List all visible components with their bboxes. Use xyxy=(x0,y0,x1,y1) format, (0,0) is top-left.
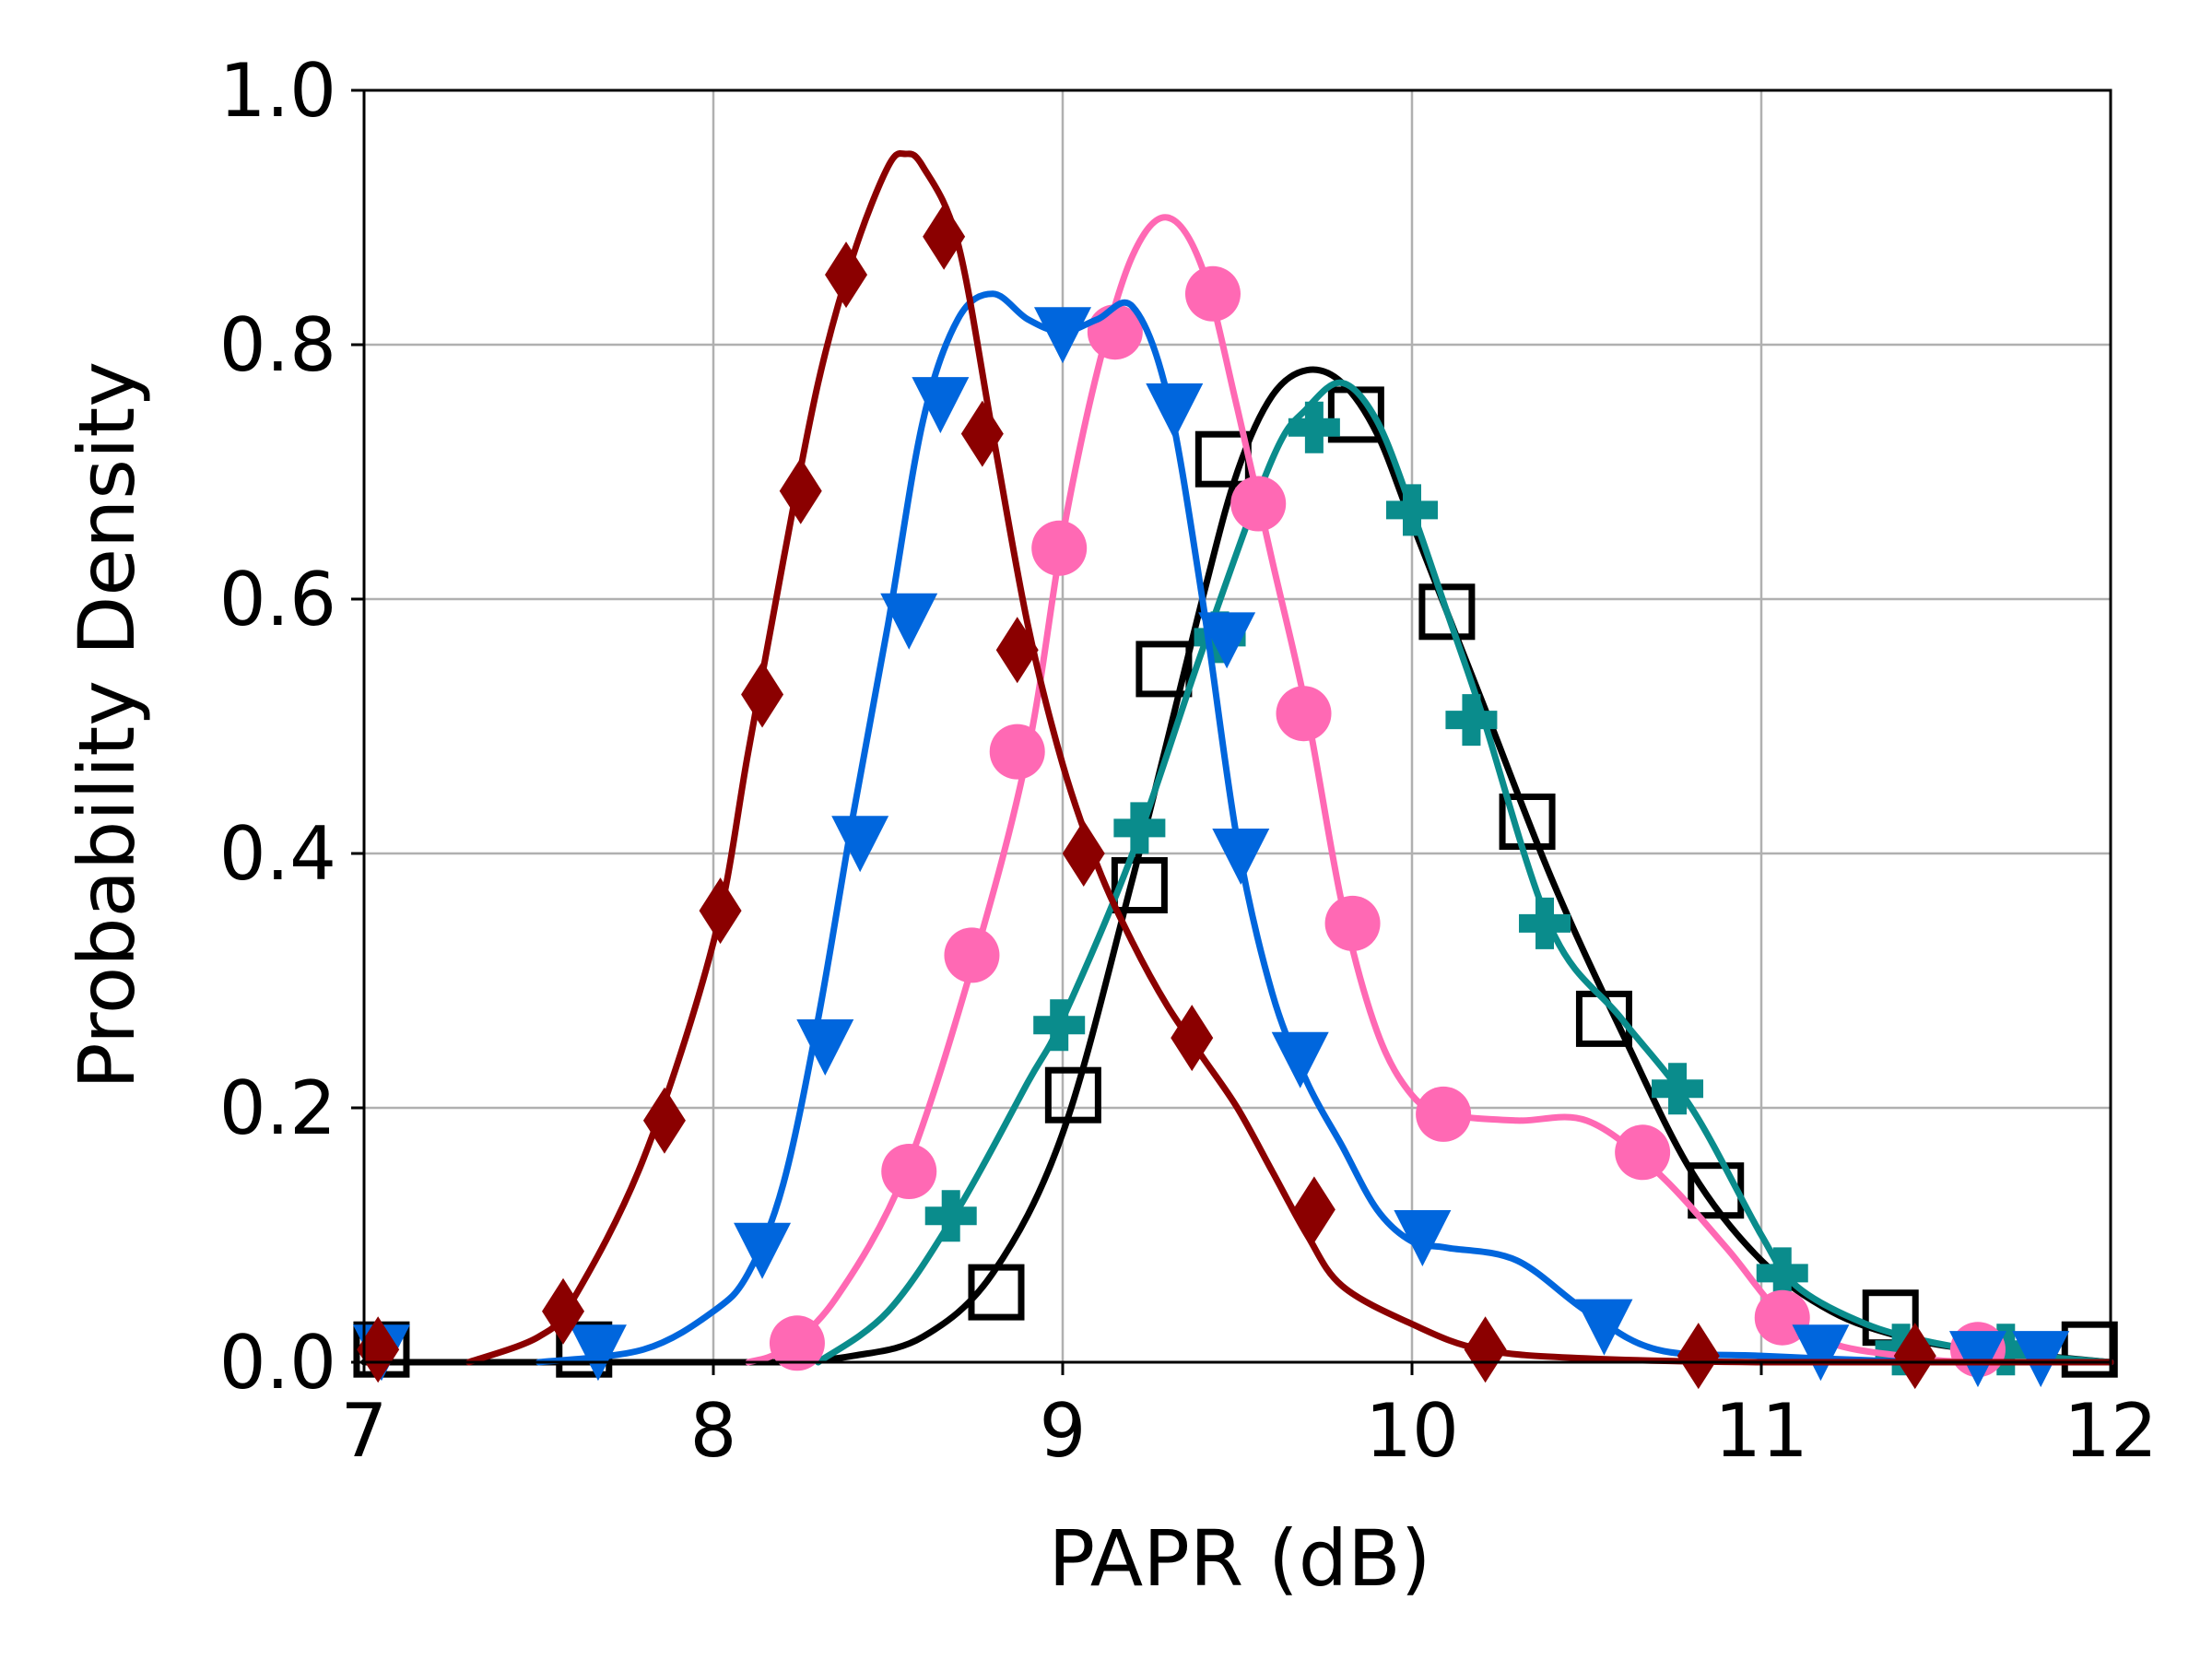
series-2-marker-4 xyxy=(1031,520,1088,576)
series-4-marker-3 xyxy=(699,877,742,945)
series-2-marker-7 xyxy=(1230,476,1287,532)
series-2-marker-9 xyxy=(1324,895,1381,951)
series-4-marker-6 xyxy=(825,241,868,309)
series-1-marker-4 xyxy=(1288,401,1340,453)
series-3-marker-2 xyxy=(734,1222,792,1279)
series-3-marker-1 xyxy=(569,1324,627,1382)
x-tick-label-3: 10 xyxy=(1365,1388,1459,1474)
series-2-line xyxy=(745,214,2114,1366)
series-0-marker-4 xyxy=(1111,857,1168,913)
x-tick-label-0: 7 xyxy=(341,1388,388,1474)
series-1-marker-11 xyxy=(1980,1324,2032,1376)
series-4-marker-8 xyxy=(960,400,1004,467)
series-1-marker-9 xyxy=(1756,1247,1808,1300)
series-2-marker-6 xyxy=(1184,265,1241,322)
series-0-marker-13 xyxy=(2061,1321,2118,1378)
series-4-marker-1 xyxy=(542,1277,585,1345)
x-tick-label-4: 11 xyxy=(1714,1388,1808,1474)
x-axis-title: PAPR (dB) xyxy=(1049,1513,1431,1604)
series-3 xyxy=(352,290,2114,1388)
series-1-marker-5 xyxy=(1386,484,1438,536)
series-4-marker-5 xyxy=(779,457,822,524)
x-tick-label-1: 8 xyxy=(690,1388,737,1474)
series-2 xyxy=(745,214,2114,1378)
series-4-marker-14 xyxy=(1677,1323,1720,1390)
plot-frame xyxy=(362,88,2112,1364)
series-2-marker-11 xyxy=(1615,1124,1671,1181)
series-3-line xyxy=(535,290,2114,1366)
tick-layer: 7 8 9 10 11 12 0.0 0.2 0.4 0.6 0.8 1.0 xyxy=(219,48,2158,1474)
series-2-marker-1 xyxy=(881,1144,937,1199)
axes-frame xyxy=(362,88,2112,1364)
series-3-marker-7 xyxy=(1034,307,1091,364)
series-4-marker-0 xyxy=(357,1316,400,1383)
series-3-marker-12 xyxy=(1394,1210,1452,1266)
x-tick-label-5: 12 xyxy=(2064,1388,2158,1474)
series-4-marker-12 xyxy=(1292,1176,1335,1243)
series-3-marker-11 xyxy=(1271,1031,1329,1088)
series-3-marker-8 xyxy=(1146,383,1204,440)
series-4-marker-11 xyxy=(1171,1005,1214,1072)
series-4-marker-15 xyxy=(1893,1323,1936,1390)
series-2-marker-0 xyxy=(769,1315,825,1371)
series-2-marker-8 xyxy=(1276,686,1332,742)
series-layer xyxy=(352,150,2118,1390)
series-3-marker-4 xyxy=(831,816,889,873)
y-tick-label-0: 0.0 xyxy=(219,1320,336,1406)
series-4-line xyxy=(465,150,2114,1366)
series-3-marker-13 xyxy=(1575,1299,1633,1356)
series-4-marker-10 xyxy=(1062,820,1105,887)
series-2-marker-3 xyxy=(989,724,1045,780)
y-axis-title: Probability Density xyxy=(62,361,152,1089)
series-3-marker-9 xyxy=(1198,612,1256,669)
y-tick-label-3: 0.6 xyxy=(219,557,336,642)
series-1-marker-6 xyxy=(1445,694,1498,747)
series-1-marker-1 xyxy=(1033,999,1086,1052)
series-3-marker-3 xyxy=(796,1019,854,1076)
series-4 xyxy=(357,150,2114,1390)
series-0-marker-9 xyxy=(1499,794,1556,850)
series-1-marker-2 xyxy=(1113,802,1166,854)
y-tick-label-4: 0.8 xyxy=(219,302,336,388)
series-0-line xyxy=(360,366,2114,1366)
y-tick-label-2: 0.4 xyxy=(219,811,336,897)
series-3-marker-5 xyxy=(880,593,938,650)
series-4-marker-2 xyxy=(642,1087,686,1154)
series-1-marker-8 xyxy=(1652,1063,1704,1115)
series-3-marker-10 xyxy=(1212,829,1270,885)
series-2-marker-2 xyxy=(944,927,1000,983)
series-0-marker-2 xyxy=(968,1264,1025,1321)
y-tick-label-5: 1.0 xyxy=(219,48,336,134)
series-1-marker-7 xyxy=(1519,897,1571,949)
series-1-marker-0 xyxy=(924,1190,977,1242)
series-3-marker-6 xyxy=(912,377,970,434)
series-3-marker-14 xyxy=(1792,1324,1850,1382)
series-0-marker-8 xyxy=(1418,583,1476,641)
series-4-marker-9 xyxy=(995,617,1039,684)
series-4-marker-7 xyxy=(923,203,966,270)
series-4-marker-13 xyxy=(1464,1316,1507,1383)
series-0-marker-3 xyxy=(1044,1066,1101,1124)
series-2-marker-10 xyxy=(1416,1086,1472,1142)
x-tick-label-2: 9 xyxy=(1040,1388,1087,1474)
series-0-marker-10 xyxy=(1575,990,1632,1047)
series-4-marker-4 xyxy=(741,661,784,728)
series-0-marker-5 xyxy=(1135,641,1193,698)
y-tick-label-1: 0.2 xyxy=(219,1065,336,1151)
